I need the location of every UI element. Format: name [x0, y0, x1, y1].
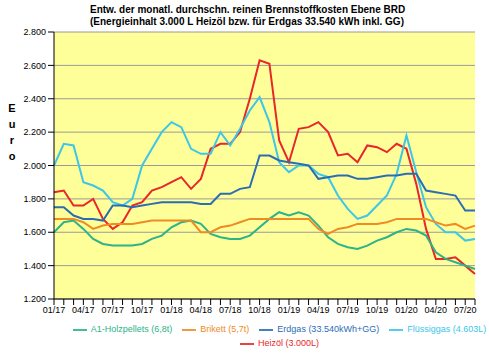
svg-text:10/19: 10/19: [366, 305, 389, 315]
svg-text:04/20: 04/20: [425, 305, 448, 315]
svg-text:04/17: 04/17: [72, 305, 95, 315]
svg-text:01/17: 01/17: [43, 305, 66, 315]
html-text:E: E: [8, 102, 16, 114]
html-text:Entw. der monatl. durchschn. r: Entw. der monatl. durchschn. reinen Bren…: [90, 4, 406, 15]
html-text:Heizöl (3.000L): Heizöl (3.000L): [258, 338, 319, 349]
svg-text:1.600: 1.600: [23, 227, 46, 237]
svg-text:2.000: 2.000: [23, 161, 46, 171]
html-text:A1-Holzpellets (6,8t): A1-Holzpellets (6,8t): [90, 324, 173, 335]
svg-text:10/17: 10/17: [131, 305, 154, 315]
svg-text:2.200: 2.200: [23, 127, 46, 137]
html-text:(Energieinhalt 3.000 L Heizöl: (Energieinhalt 3.000 L Heizöl bzw. für E…: [90, 16, 404, 27]
svg-text:1.400: 1.400: [23, 261, 46, 271]
svg-text:10/18: 10/18: [248, 305, 271, 315]
html-text:r: r: [9, 134, 15, 146]
svg-text:1.800: 1.800: [23, 194, 46, 204]
svg-text:07/20: 07/20: [454, 305, 477, 315]
svg-text:01/18: 01/18: [160, 305, 183, 315]
html-text:u: u: [8, 118, 16, 130]
svg-text:2.400: 2.400: [23, 94, 46, 104]
svg-text:01/20: 01/20: [395, 305, 418, 315]
html-text:Flüssiggas (4.603L): Flüssiggas (4.603L): [407, 324, 487, 335]
html-text:o: o: [8, 150, 16, 162]
svg-text:1.200: 1.200: [23, 294, 46, 304]
svg-text:07/18: 07/18: [219, 305, 242, 315]
html-text:Erdgas (33.540kWh+GG): Erdgas (33.540kWh+GG): [277, 324, 380, 335]
html-text:Brikett (5,7t): Brikett (5,7t): [200, 324, 250, 335]
svg-text:07/17: 07/17: [101, 305, 124, 315]
svg-text:07/19: 07/19: [336, 305, 359, 315]
svg-text:2.600: 2.600: [23, 61, 46, 71]
svg-text:01/19: 01/19: [278, 305, 301, 315]
svg-text:04/18: 04/18: [190, 305, 213, 315]
svg-text:04/19: 04/19: [307, 305, 330, 315]
svg-text:2.800: 2.800: [23, 27, 46, 37]
